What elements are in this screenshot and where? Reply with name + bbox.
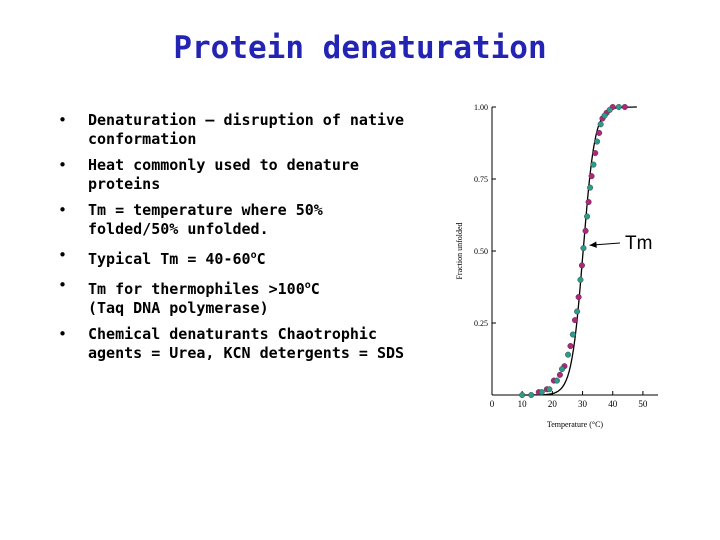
data-point [621, 103, 628, 110]
data-point [597, 121, 604, 128]
data-point [577, 276, 584, 283]
data-point [580, 245, 587, 252]
bullet-text-line: Denaturation – disruption of native [88, 111, 405, 129]
data-point [596, 129, 603, 136]
data-point [553, 377, 560, 384]
bullet-thermophiles: • Tm for thermophiles >100oC (Taq DNA po… [58, 276, 478, 318]
data-point [592, 150, 599, 157]
y-tick-label: 0.50 [474, 247, 488, 256]
data-point [615, 103, 622, 110]
bullet-text: Typical Tm = 40-60 [88, 250, 251, 268]
y-tick-label: 0.75 [474, 175, 488, 184]
data-point [585, 199, 592, 206]
bullet-text-line: conformation [88, 130, 197, 148]
y-axis-label: Fraction unfolded [455, 222, 464, 279]
bullet-marker: • [58, 325, 68, 343]
data-point [571, 317, 578, 324]
x-tick-label: 30 [578, 399, 588, 409]
bullet-text-line: folded/50% unfolded. [88, 220, 269, 238]
bullet-text-line: proteins [88, 175, 161, 193]
bullet-list: • Denaturation – disruption of native co… [58, 111, 478, 370]
data-point [567, 343, 574, 350]
bullet-text-line: Chemical denaturants Chaotrophic [88, 325, 377, 343]
bullet-text: C [310, 280, 320, 298]
data-point [575, 294, 582, 301]
data-point [587, 184, 594, 191]
bullet-marker: • [58, 201, 68, 219]
data-point [546, 386, 553, 393]
x-tick-label: 0 [490, 399, 495, 409]
bullet-text-line: Tm = temperature where 50% [88, 201, 323, 219]
x-tick-label: 10 [518, 399, 528, 409]
data-point [559, 366, 566, 373]
bullet-typical-tm: • Typical Tm = 40-60oC [58, 246, 478, 269]
bullet-marker: • [58, 156, 68, 174]
bullet-denaturation: • Denaturation – disruption of native co… [58, 111, 478, 149]
data-point [519, 392, 526, 399]
x-tick-label: 20 [548, 399, 558, 409]
data-point [565, 351, 572, 358]
y-tick-label: 1.00 [474, 103, 488, 112]
data-point [574, 308, 581, 315]
fit-curve [522, 106, 637, 396]
data-point [594, 138, 601, 145]
denaturation-chart: 0.25 0.50 0.75 1.00 0 10 20 30 40 50 Temperature (… [455, 103, 658, 429]
data-point [588, 173, 595, 180]
x-tick-label: 50 [638, 399, 648, 409]
y-tick-label: 0.25 [474, 319, 488, 328]
x-axis-label: Temperature (°C) [547, 420, 604, 429]
bullet-marker: • [58, 246, 68, 264]
bullet-text: C [256, 250, 266, 268]
bullet-chemical-denaturants: • Chemical denaturants Chaotrophic agent… [58, 325, 478, 363]
data-point [528, 392, 535, 399]
data-point [569, 331, 576, 338]
tm-annotation-label: Tm [625, 233, 653, 254]
data-point [601, 112, 608, 119]
tm-arrow-head [589, 241, 597, 248]
data-point [578, 262, 585, 269]
bullet-text-line: agents = Urea, KCN detergents = SDS [88, 344, 405, 362]
data-point [590, 161, 597, 168]
bullet-text-line: Heat commonly used to denature [88, 156, 359, 174]
bullet-text-line: (Taq DNA polymerase) [88, 299, 269, 317]
bullet-heat: • Heat commonly used to denature protein… [58, 156, 478, 194]
x-tick-label: 40 [608, 399, 618, 409]
bullet-text: Tm for thermophiles >100 [88, 280, 305, 298]
data-point [584, 213, 591, 220]
bullet-marker: • [58, 276, 68, 294]
slide-title: Protein denaturation [173, 30, 547, 66]
bullet-tm-definition: • Tm = temperature where 50% folded/50% … [58, 201, 478, 239]
data-point [556, 371, 563, 378]
data-point [582, 227, 589, 234]
degree-superscript: o [250, 250, 257, 261]
bullet-marker: • [58, 111, 68, 129]
degree-superscript: o [304, 280, 311, 291]
data-point [538, 389, 545, 396]
data-point [606, 106, 613, 113]
